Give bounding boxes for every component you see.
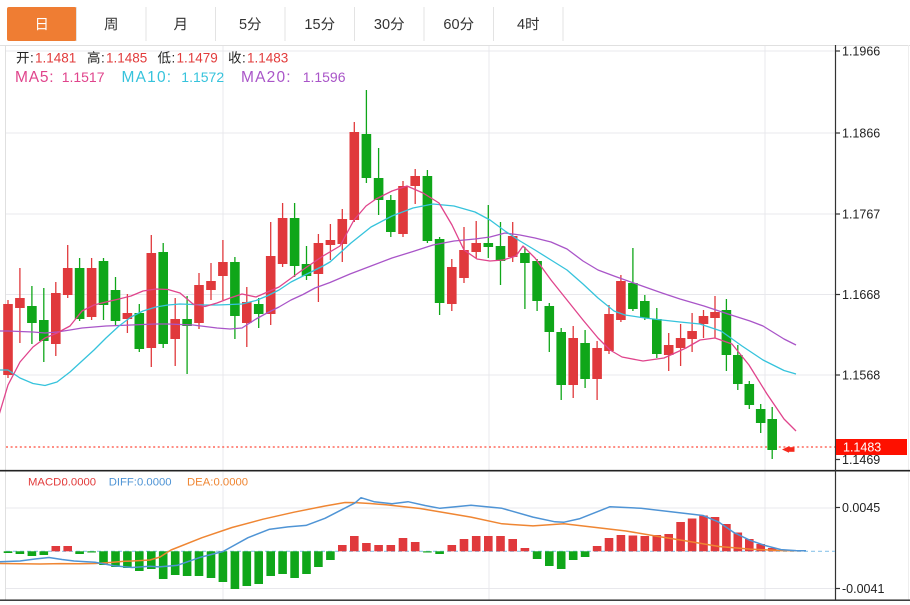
svg-text:1.1767: 1.1767 xyxy=(842,207,880,221)
svg-text::: : xyxy=(172,51,176,66)
svg-text:0.0000: 0.0000 xyxy=(214,477,249,489)
svg-text:1.1966: 1.1966 xyxy=(842,44,880,58)
svg-text:DIFF:: DIFF: xyxy=(109,477,137,489)
svg-text:0.0000: 0.0000 xyxy=(137,477,172,489)
svg-text:5: 5 xyxy=(239,17,247,33)
svg-text:30: 30 xyxy=(374,17,390,33)
svg-text:1.1517: 1.1517 xyxy=(62,69,105,85)
svg-text:1.1866: 1.1866 xyxy=(842,126,880,140)
svg-text:1.1668: 1.1668 xyxy=(842,288,880,302)
svg-text:-0.0041: -0.0041 xyxy=(842,582,884,596)
svg-text:MA5:: MA5: xyxy=(15,69,54,86)
svg-text:1.1596: 1.1596 xyxy=(303,69,346,85)
svg-text:1.1481: 1.1481 xyxy=(35,51,76,66)
svg-text:0.0000: 0.0000 xyxy=(62,477,97,489)
svg-text:1.1479: 1.1479 xyxy=(177,51,218,66)
svg-text:1.1469: 1.1469 xyxy=(842,453,880,467)
svg-text:15: 15 xyxy=(304,17,320,33)
svg-text:MA10:: MA10: xyxy=(122,69,173,86)
svg-text:1.1485: 1.1485 xyxy=(106,51,147,66)
svg-text:1.1568: 1.1568 xyxy=(842,368,880,382)
svg-text:MA20:: MA20: xyxy=(241,69,292,86)
svg-text::: : xyxy=(30,51,34,66)
svg-text:0.0045: 0.0045 xyxy=(842,501,880,515)
svg-text:1.1483: 1.1483 xyxy=(247,51,288,66)
svg-text:1.1572: 1.1572 xyxy=(181,69,224,85)
svg-text:4: 4 xyxy=(517,17,525,33)
svg-text::: : xyxy=(101,51,105,66)
svg-text:DEA:: DEA: xyxy=(187,477,213,489)
svg-text::: : xyxy=(242,51,246,66)
svg-text:MACD:: MACD: xyxy=(28,477,64,489)
svg-text:60: 60 xyxy=(443,17,459,33)
svg-text:1.1483: 1.1483 xyxy=(843,441,881,455)
